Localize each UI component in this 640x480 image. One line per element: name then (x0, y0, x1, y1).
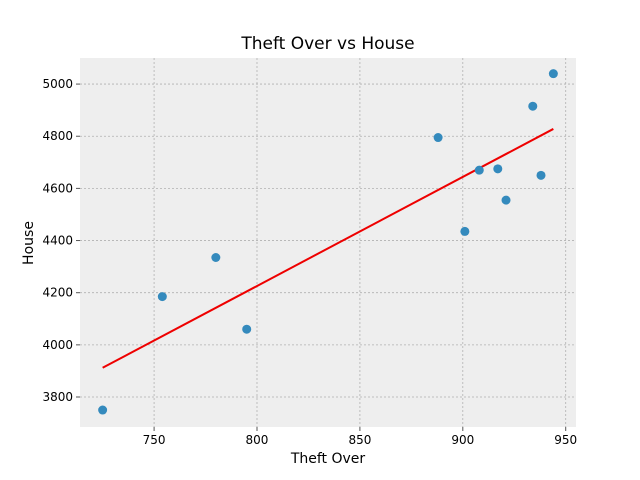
y-tick-label: 4200 (42, 286, 73, 300)
data-point (211, 252, 221, 262)
x-tick-label: 850 (348, 433, 371, 447)
data-point (98, 405, 108, 415)
data-point (157, 292, 167, 302)
y-tick-label: 4600 (42, 181, 73, 195)
x-axis-label: Theft Over (290, 451, 366, 467)
data-point (548, 69, 558, 79)
grid (80, 58, 576, 427)
data-point (433, 133, 443, 143)
x-tick-label: 950 (554, 433, 577, 447)
x-tick-label: 750 (143, 433, 166, 447)
data-point (493, 164, 503, 174)
x-axis-ticks: 750 800 850 900 950 (143, 427, 577, 447)
data-point (536, 170, 546, 180)
y-tick-label: 4000 (42, 338, 73, 352)
y-tick-label: 4800 (42, 129, 73, 143)
data-point (474, 165, 484, 175)
plot-area (80, 58, 576, 427)
data-point (242, 324, 252, 334)
y-axis-ticks: 3800 4000 4200 4400 4600 4800 5000 (42, 77, 80, 404)
y-tick-label: 3800 (42, 390, 73, 404)
x-tick-label: 900 (451, 433, 474, 447)
y-tick-label: 5000 (42, 77, 73, 91)
x-tick-label: 800 (246, 433, 269, 447)
data-point (528, 101, 538, 111)
y-tick-label: 4400 (42, 234, 73, 248)
chart-title: Theft Over vs House (240, 34, 414, 54)
points-layer (98, 69, 558, 415)
data-point (460, 226, 470, 236)
y-axis-label: House (21, 221, 37, 265)
data-point (501, 195, 511, 205)
